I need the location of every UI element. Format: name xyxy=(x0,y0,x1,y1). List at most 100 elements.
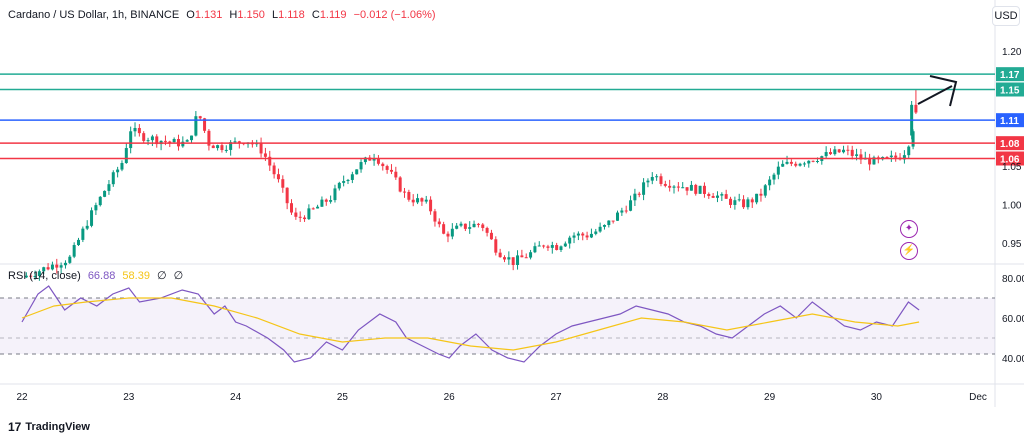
candle-body xyxy=(559,246,563,250)
candle-body xyxy=(859,154,863,160)
candle-body xyxy=(685,187,689,191)
candle-body xyxy=(659,176,663,184)
candle-body xyxy=(746,199,750,208)
candle-body xyxy=(498,252,502,258)
candle-body xyxy=(789,161,793,164)
rsi-pane xyxy=(0,268,995,378)
level-tag-1.15 xyxy=(996,82,1024,97)
candle-body xyxy=(385,166,389,170)
candle-body xyxy=(355,169,359,175)
candle-body xyxy=(646,180,650,183)
candle-body xyxy=(576,233,580,236)
candle-body xyxy=(759,193,763,196)
level-tag-text: 1.08 xyxy=(1000,139,1020,150)
candle-body xyxy=(68,256,72,263)
candle-body xyxy=(172,139,176,143)
candle-body xyxy=(689,184,693,191)
candle-body xyxy=(103,190,107,197)
candle-body xyxy=(642,182,646,195)
candle-body xyxy=(781,163,785,167)
currency-button[interactable]: USD xyxy=(992,6,1020,26)
candle-body xyxy=(437,221,441,225)
rsi-title: RSI (14, close) xyxy=(8,270,81,282)
candle-body xyxy=(350,174,354,180)
candle-body xyxy=(672,186,676,188)
candle-body xyxy=(476,223,480,225)
candle-body xyxy=(785,161,789,164)
candle-body xyxy=(111,172,115,185)
candle-body xyxy=(33,276,37,278)
candle-body xyxy=(90,210,94,226)
candle-body xyxy=(116,169,120,173)
level-tag-text: 1.17 xyxy=(1000,70,1020,81)
candle-body xyxy=(811,160,815,162)
candle-body xyxy=(629,200,633,211)
candle-body xyxy=(137,127,141,134)
candle-body xyxy=(633,193,637,201)
candle-body xyxy=(802,163,806,165)
candle-body xyxy=(755,193,759,203)
rsi-line xyxy=(21,285,920,363)
candle-body xyxy=(763,185,767,196)
candle-body xyxy=(372,158,376,161)
candle-body xyxy=(911,131,915,147)
tradingview-brand[interactable]: 17 TradingView xyxy=(8,420,90,434)
tradingview-logo-icon: 17 xyxy=(8,420,22,434)
candle-body xyxy=(507,257,511,260)
candle-body xyxy=(872,157,876,165)
candle-body xyxy=(533,246,537,253)
candle-body xyxy=(842,149,846,153)
candle-body xyxy=(163,140,167,142)
candle-body xyxy=(772,174,776,180)
candle-body xyxy=(668,185,672,188)
candle-body xyxy=(837,149,841,153)
candle-body xyxy=(524,257,528,259)
open-value: 1.131 xyxy=(194,9,223,21)
bolt-icon[interactable]: ⚡ xyxy=(900,242,918,260)
sparkle-icon[interactable]: ✦ xyxy=(900,220,918,238)
candle-body xyxy=(442,224,446,234)
candle-body xyxy=(737,199,741,201)
level-tag-1.11 xyxy=(996,113,1024,128)
candle-body xyxy=(311,208,315,210)
candle-body xyxy=(77,239,81,246)
candle-body xyxy=(155,136,159,145)
candle-body xyxy=(585,235,589,238)
candle-body xyxy=(381,163,385,167)
price-tick-label: 1.20 xyxy=(1002,47,1022,58)
level-tag-1.06 xyxy=(996,151,1024,166)
price-chart[interactable]: 1.17 1.15 1.11 1.08 1.06 1.20 1.05 1.00 0.95 80.0… xyxy=(0,0,1024,411)
candle-body xyxy=(198,116,202,119)
rsi-zero-2: ∅ xyxy=(173,270,184,282)
candle-body xyxy=(229,142,233,150)
candle-body xyxy=(568,237,572,244)
candle-body xyxy=(211,145,215,149)
candle-body xyxy=(537,245,541,247)
candle-body xyxy=(885,156,889,158)
time-tick-label: 29 xyxy=(764,392,776,403)
candle-body xyxy=(94,205,98,211)
candle-body xyxy=(715,195,719,198)
open-label: O xyxy=(186,9,195,21)
candle-body xyxy=(598,226,602,232)
candle-body xyxy=(624,210,628,212)
level-tag-text: 1.06 xyxy=(1000,155,1020,166)
candle-body xyxy=(611,220,615,222)
candle-body xyxy=(572,235,576,238)
candle-body xyxy=(324,199,328,202)
candle-body xyxy=(303,217,307,220)
candle-body xyxy=(815,160,819,162)
candle-body xyxy=(907,146,911,156)
candle-body xyxy=(320,199,324,207)
candle-body xyxy=(263,153,267,157)
candle-body xyxy=(185,140,189,142)
candle-body xyxy=(337,182,341,189)
candle-body xyxy=(833,149,837,155)
close-label: C xyxy=(311,9,320,21)
candle-body xyxy=(455,225,459,229)
candle-body xyxy=(37,271,41,277)
price-tick-label: 1.00 xyxy=(1002,201,1022,212)
time-tick-label: 25 xyxy=(337,392,349,403)
candle-body xyxy=(563,243,567,247)
